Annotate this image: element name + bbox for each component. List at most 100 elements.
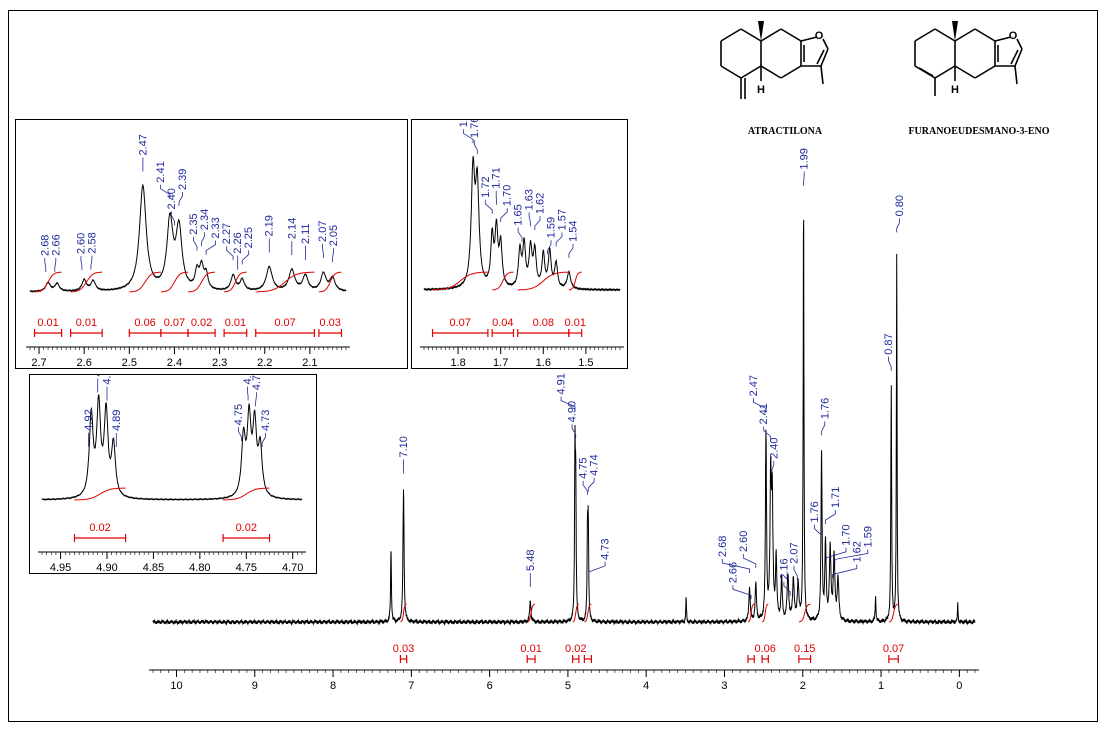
hydrogen-atom: H xyxy=(951,84,959,96)
integral-curve xyxy=(70,271,103,293)
tick-label: 6 xyxy=(487,680,493,692)
figure-frame: O H O H ATRACTILONA FURANOEUDESMANO-3-ENO 0.0… xyxy=(8,10,1098,722)
hydrogen-atom: H xyxy=(757,84,765,96)
bond xyxy=(1016,38,1023,50)
peak-label: 4.73 xyxy=(600,538,612,559)
bond xyxy=(934,65,956,79)
integral-value: 0.03 xyxy=(319,317,340,329)
peak-label: 4.91 xyxy=(556,373,568,394)
peak-label: 2.11 xyxy=(300,223,312,244)
peak-label-leader xyxy=(171,211,175,226)
peak-label: 1.57 xyxy=(556,209,568,230)
tick-label: 8 xyxy=(330,680,336,692)
tick-label: 3 xyxy=(721,680,727,692)
integral-curve xyxy=(572,603,580,623)
bond xyxy=(820,48,829,67)
peak-label: 2.27 xyxy=(221,223,233,244)
peak-label: 4.92 xyxy=(83,409,95,430)
peak-label-leader xyxy=(484,199,493,214)
peak-label-leader xyxy=(193,236,198,251)
peak-label-leader xyxy=(226,246,234,261)
peak-label: 2.40 xyxy=(166,188,178,209)
integral-curve xyxy=(584,603,592,623)
integral-value: 0.02 xyxy=(191,317,212,329)
integral-value: 0.07 xyxy=(450,317,471,329)
integral-curve xyxy=(492,271,514,291)
peak-label: 2.07 xyxy=(317,221,329,242)
tick-label: 1.7 xyxy=(493,357,508,368)
peak-label: 4.75 xyxy=(233,404,245,425)
integral-value: 0.01 xyxy=(225,317,246,329)
peak-label-leader xyxy=(90,255,93,270)
bond xyxy=(780,28,802,42)
peak-label-leader xyxy=(825,547,847,562)
bond xyxy=(994,36,1012,42)
integral-curve xyxy=(568,271,582,291)
peak-label: 7.10 xyxy=(398,436,410,457)
tick-label: 2.3 xyxy=(212,357,227,368)
peak-label: 2.68 xyxy=(717,536,729,557)
integral-curve xyxy=(432,271,488,291)
peak-label-leader xyxy=(255,392,257,407)
integral-value: 0.15 xyxy=(794,643,815,655)
peak-label: 1.76 xyxy=(819,398,831,419)
integral-curve xyxy=(34,271,62,293)
peak-label-leader xyxy=(896,218,900,233)
peak-label: 2.07 xyxy=(789,542,801,563)
inset2-spectrum: 0.070.040.080.011.81.71.61.51.761.761.72… xyxy=(420,106,624,369)
peak-label-leader xyxy=(571,424,577,439)
bond xyxy=(800,36,818,42)
peak-label-leader xyxy=(588,561,606,576)
oxygen-atom: O xyxy=(1009,30,1018,42)
bond xyxy=(1014,48,1023,67)
peak-label: 1.72 xyxy=(480,176,492,197)
peak-label-leader xyxy=(80,256,83,271)
peak-label: 2.68 xyxy=(39,235,51,256)
peak-label: 4.75 xyxy=(578,457,590,478)
peak-label-leader xyxy=(721,559,750,573)
integral-curve xyxy=(517,271,569,291)
main-spectrum: O H O H ATRACTILONA FURANOEUDESMANO-3-ENO 0.0… xyxy=(149,21,1050,692)
bond xyxy=(1014,65,1018,85)
peak-label-leader xyxy=(732,585,752,600)
peak-label: 0.80 xyxy=(894,195,906,216)
peak-label-leader xyxy=(560,396,576,411)
oxygen-atom: O xyxy=(815,30,824,42)
integral-curve xyxy=(224,271,247,293)
peak-label-leader xyxy=(825,510,836,524)
integral-curve xyxy=(160,271,189,293)
peak-label: 2.66 xyxy=(50,234,62,255)
peak-label: 2.14 xyxy=(286,218,298,239)
tick-label: 1.8 xyxy=(450,357,465,368)
peak-label-leader xyxy=(771,460,775,475)
peak-label-leader xyxy=(793,565,798,580)
bond xyxy=(720,65,742,79)
bond xyxy=(974,28,996,42)
integral-curve xyxy=(187,271,216,293)
peak-label-leader xyxy=(247,386,249,401)
tick-label: 10 xyxy=(170,680,182,692)
peak-label: 2.39 xyxy=(177,169,189,190)
peak-label: 1.59 xyxy=(545,217,557,238)
peak-label: 4.74 xyxy=(251,375,263,390)
inset-2.7-2.0-ppm: 0.01 0.01 0.06 0.07 0.02 0.01 0.07 0.03 2.7 2.6 2.… xyxy=(15,119,408,369)
tick-label: 2.1 xyxy=(302,357,317,368)
peak-label-leader xyxy=(241,250,250,265)
peak-label: 0.87 xyxy=(883,333,895,354)
peak-label: 2.05 xyxy=(328,225,340,246)
tick-label: 1.5 xyxy=(578,357,593,368)
integral-value: 0.06 xyxy=(754,643,775,655)
integral-value: 0.04 xyxy=(492,317,513,329)
bond xyxy=(780,65,802,79)
peak-label: 1.65 xyxy=(513,204,525,225)
peak-label: 2.60 xyxy=(738,531,750,552)
peak-label-leader xyxy=(742,554,757,568)
peak-label: 2.47 xyxy=(748,375,760,396)
spectrum-trace xyxy=(29,183,347,293)
peak-label: 1.62 xyxy=(535,193,547,214)
bond xyxy=(914,28,936,42)
peak-label-leader xyxy=(783,581,791,596)
tick-label: 1 xyxy=(878,680,884,692)
peak-label: 1.99 xyxy=(799,148,811,169)
peak-label-leader xyxy=(888,356,892,371)
